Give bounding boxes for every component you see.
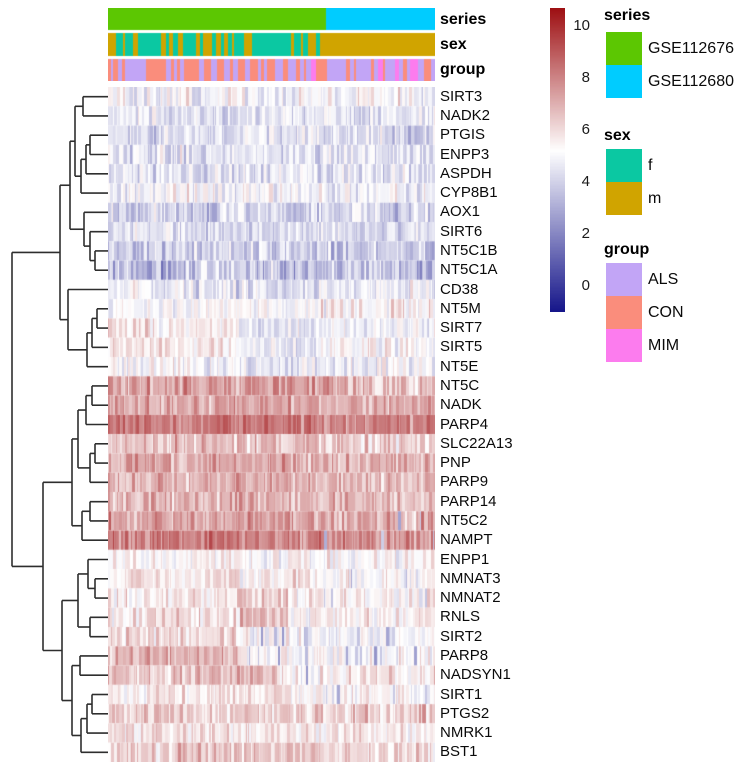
legend-title-series: series xyxy=(604,7,651,24)
row-label: NADK2 xyxy=(440,106,491,124)
row-label: NT5M xyxy=(440,299,481,317)
legend-label-m: m xyxy=(648,190,662,207)
row-label: ASPDH xyxy=(440,164,492,182)
row-label: NAMPT xyxy=(440,531,493,549)
legend-label-gse112676: GSE112676 xyxy=(648,40,734,57)
row-label: NT5C1A xyxy=(440,261,498,279)
legend-label-als: ALS xyxy=(648,271,679,288)
row-label: PARP9 xyxy=(440,473,489,491)
row-label: SIRT3 xyxy=(440,87,483,105)
row-label: NMNAT2 xyxy=(440,589,501,607)
legend-swatch-mim xyxy=(606,329,642,362)
row-label: PARP4 xyxy=(440,415,489,433)
row-label: SIRT1 xyxy=(440,685,483,703)
colorbar-tick: 10 xyxy=(573,17,590,35)
row-label: NT5C xyxy=(440,376,480,394)
row-label: CYP8B1 xyxy=(440,184,498,202)
row-label: BST1 xyxy=(440,743,478,761)
row-label: PTGS2 xyxy=(440,704,490,722)
row-label: SIRT5 xyxy=(440,338,483,356)
colorbar-gradient xyxy=(550,8,565,312)
row-label: RNLS xyxy=(440,608,481,626)
row-label: NMNAT3 xyxy=(440,569,501,587)
legend-swatch-gse112676 xyxy=(606,32,642,65)
legend-label-gse112680: GSE112680 xyxy=(648,73,734,90)
row-label: SIRT6 xyxy=(440,222,483,240)
track-label-group: group xyxy=(440,61,486,78)
row-label: NT5C1B xyxy=(440,241,498,259)
legend-label-f: f xyxy=(648,157,653,174)
row-label: AOX1 xyxy=(440,203,481,221)
row-label: NT5C2 xyxy=(440,511,488,529)
legend-label-con: CON xyxy=(648,304,684,321)
row-label: NMRK1 xyxy=(440,724,493,742)
colorbar-tick: 4 xyxy=(581,173,590,191)
track-label-sex: sex xyxy=(440,36,467,53)
row-label: SIRT7 xyxy=(440,319,483,337)
colorbar-tick: 6 xyxy=(581,121,590,139)
colorbar-tick: 8 xyxy=(581,69,590,87)
colorbar-tick: 0 xyxy=(581,277,590,295)
legend-title-group: group xyxy=(604,241,650,258)
colorbar-ticks: 10 8 6 4 2 0 xyxy=(550,0,590,330)
legend-swatch-gse112680 xyxy=(606,65,642,98)
row-label: PNP xyxy=(440,454,471,472)
legend-swatch-m xyxy=(606,182,642,215)
row-label: PARP8 xyxy=(440,646,489,664)
colorbar-tick: 2 xyxy=(581,225,590,243)
track-label-series: series xyxy=(440,11,487,28)
heatmap-canvas xyxy=(108,87,435,762)
row-label: NADK xyxy=(440,396,482,414)
legend-swatch-f xyxy=(606,149,642,182)
row-label: NT5E xyxy=(440,357,479,375)
row-label: ENPP3 xyxy=(440,145,490,163)
row-label: PTGIS xyxy=(440,126,486,144)
row-label: CD38 xyxy=(440,280,479,298)
row-label: NADSYN1 xyxy=(440,666,511,684)
legend-title-sex: sex xyxy=(604,127,631,144)
row-label: SLC22A13 xyxy=(440,434,513,452)
legend-swatch-als xyxy=(606,263,642,296)
row-label: SIRT2 xyxy=(440,627,483,645)
legend-label-mim: MIM xyxy=(648,337,680,354)
legend-swatch-con xyxy=(606,296,642,329)
row-label: ENPP1 xyxy=(440,550,490,568)
row-label: PARP14 xyxy=(440,492,497,510)
row-labels: SIRT3 NADK2 PTGIS ENPP3 ASPDH CYP8B1 AOX1 SIRT6… xyxy=(440,0,560,781)
annotation-tracks-canvas xyxy=(108,8,435,81)
